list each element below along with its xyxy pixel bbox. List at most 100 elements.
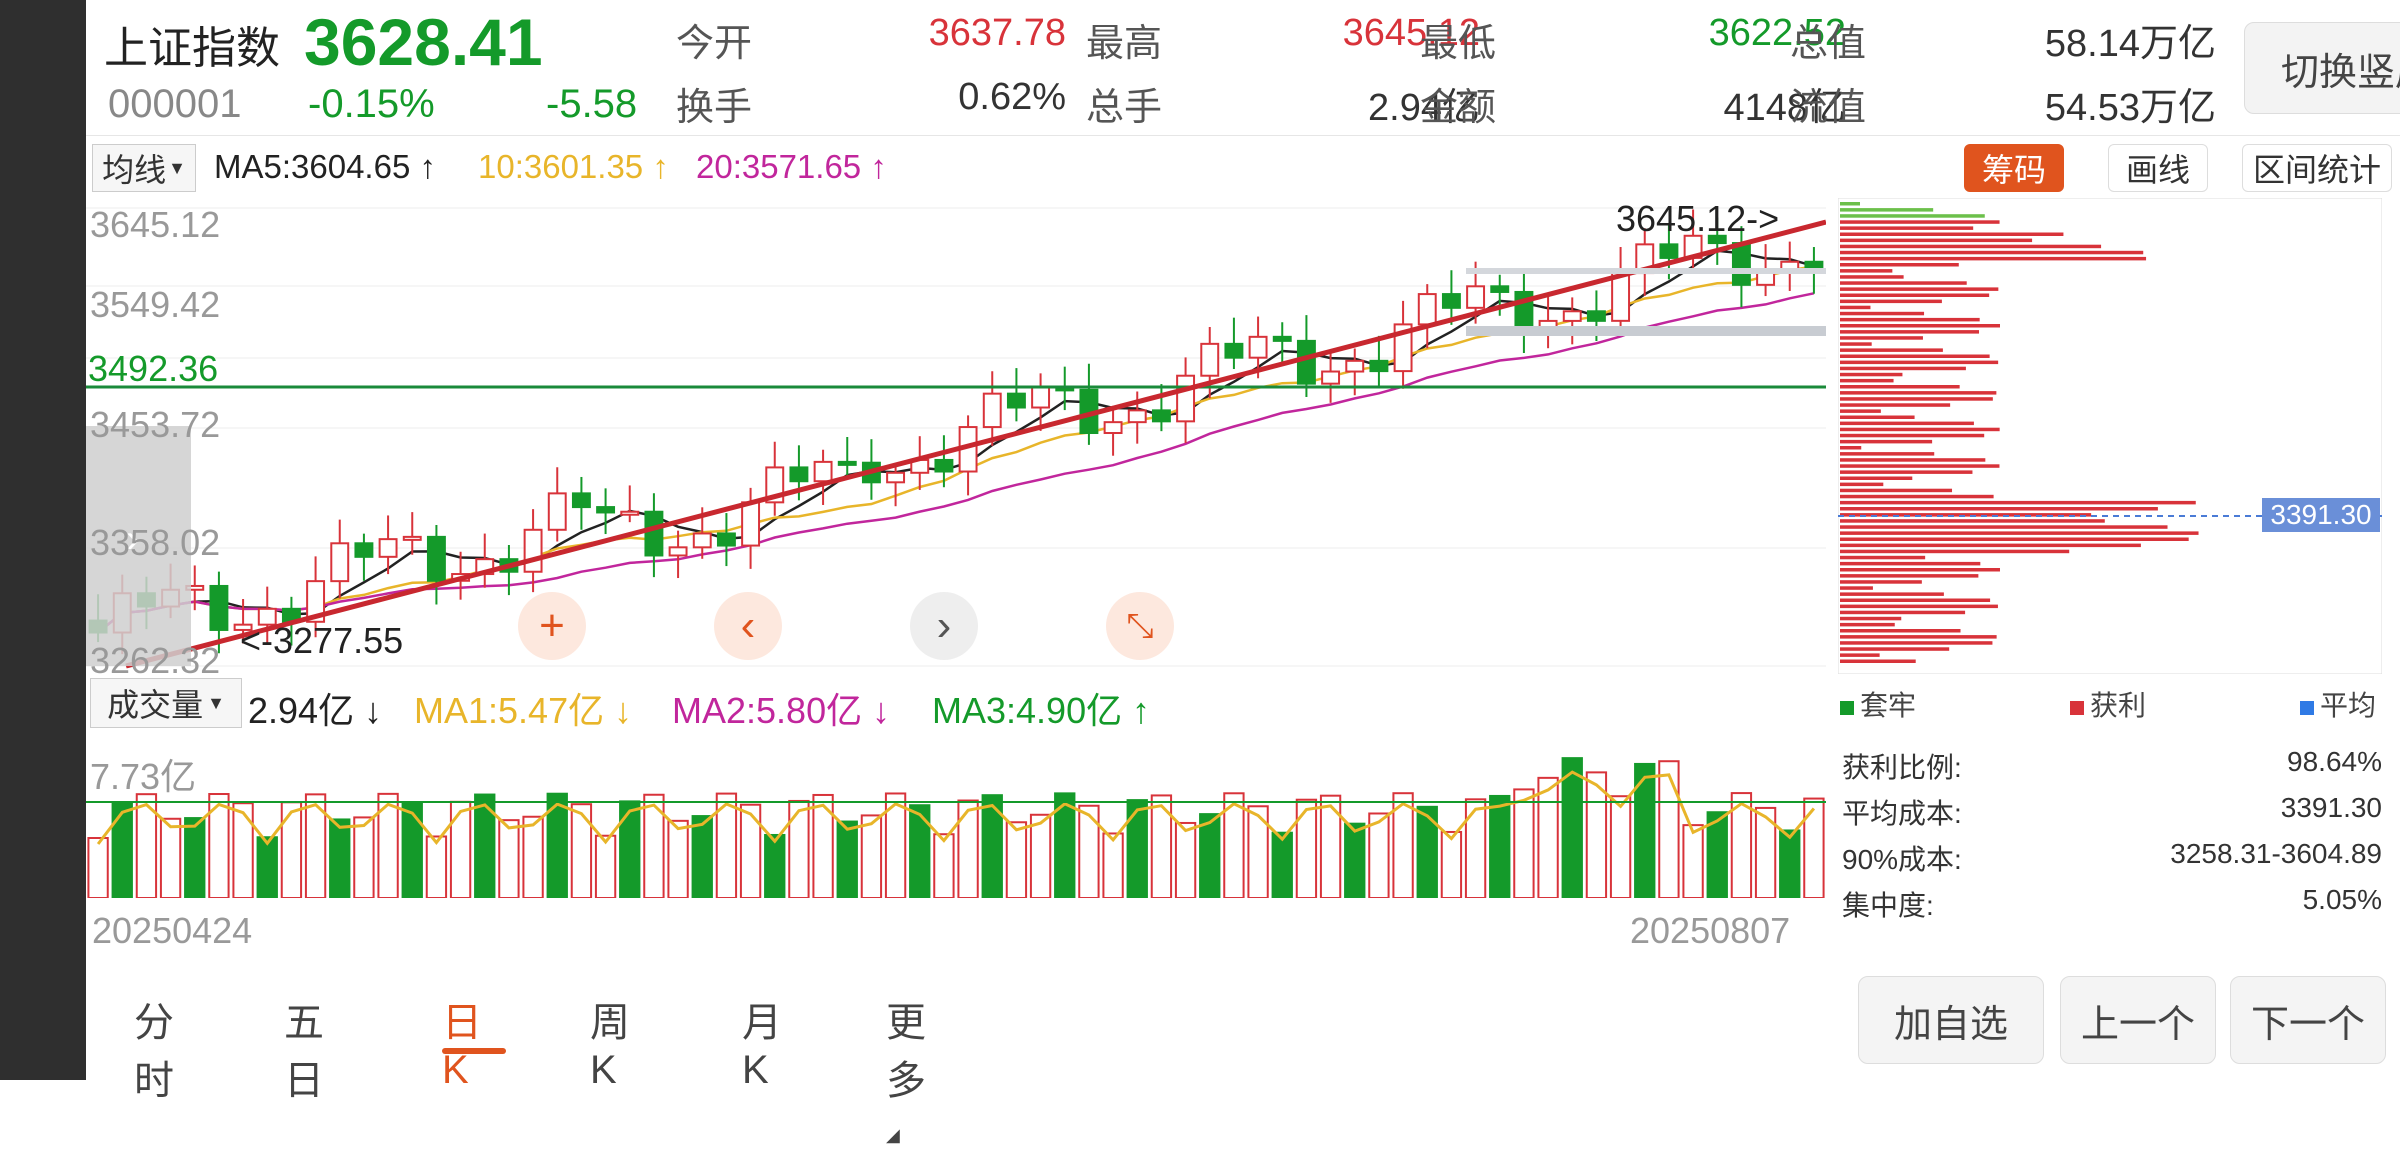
volume-bar (87, 837, 109, 898)
stat-label: 金额 (1420, 87, 1497, 129)
tab-weekly[interactable]: 周K (590, 1001, 630, 1092)
end-date: 20250807 (1630, 910, 1791, 951)
chip-bar (1840, 208, 1934, 212)
volume-bar (1440, 830, 1463, 898)
volume-bar (498, 819, 520, 898)
chip-bar (1840, 507, 2158, 511)
volume-bar (1803, 797, 1825, 898)
tab-daily[interactable]: 日K (442, 1001, 482, 1092)
range-stats-button[interactable]: 区间统计 (2242, 144, 2392, 192)
kline-chart[interactable]: › (86, 196, 1826, 676)
up-arrow-icon: ↑ (652, 148, 669, 185)
price-band (1466, 268, 1826, 274)
stat-label: 最高 (1086, 23, 1163, 65)
previous-button[interactable]: 上一个 (2060, 976, 2216, 1064)
draw-line-button[interactable]: 画线 (2108, 144, 2208, 192)
switch-portrait-button[interactable]: 切换竖屏 (2244, 22, 2400, 114)
legend-profit: 获利 (2070, 684, 2146, 724)
next-button[interactable]: 下一个 (2230, 976, 2386, 1064)
volume-bar (667, 819, 689, 898)
zoom-in-icon[interactable]: + (518, 592, 586, 660)
candle-body (354, 542, 374, 558)
candle-body (692, 532, 712, 549)
volume-bar (449, 800, 472, 898)
candle-body (1345, 359, 1365, 373)
tab-more[interactable]: 更多◢ (886, 1001, 926, 1145)
volume-bar (1295, 798, 1318, 898)
vol-ma3: MA3:4.90亿 ↑ (932, 690, 1151, 731)
index-change: -5.58 (546, 82, 638, 126)
candle-body (1707, 234, 1727, 245)
chip-bar (1840, 574, 1979, 578)
chip-bar (1840, 330, 1980, 334)
chip-bar (1840, 519, 2105, 523)
chip-bar (1840, 604, 1998, 609)
scroll-handle[interactable] (86, 426, 191, 666)
candle-body (1272, 335, 1292, 342)
chip-bar (1840, 250, 2144, 255)
candle-body (982, 392, 1002, 429)
volume-bar (1634, 762, 1656, 898)
chip-bar (1840, 256, 2147, 261)
chip-bar (1840, 586, 1873, 590)
volume-bar (1706, 811, 1728, 898)
volume-bar (1126, 799, 1148, 898)
volume-bar (1779, 829, 1801, 898)
dropdown-arrow-icon: ▼ (207, 692, 225, 713)
add-watchlist-button[interactable]: 加自选 (1858, 976, 2044, 1064)
stat-value: 0.62% (958, 76, 1066, 118)
chevron-left-icon[interactable]: ‹ (714, 592, 782, 660)
candle-body (1490, 285, 1510, 293)
volume-bar (1271, 831, 1293, 898)
chip-bar (1840, 543, 2141, 548)
collapse-icon[interactable]: ⤡ (1106, 592, 1174, 660)
candle-body (547, 492, 567, 531)
volume-bar (1223, 792, 1245, 898)
chip-bar (1840, 464, 2000, 468)
volume-bar (232, 802, 254, 898)
candle-body (789, 466, 809, 483)
tab-monthly[interactable]: 月K (742, 1001, 782, 1092)
up-arrow-icon: ↑ (1132, 690, 1151, 731)
candle-body (209, 584, 229, 631)
volume-bar (860, 814, 883, 898)
volume-type-dropdown[interactable]: 成交量 ▼ (90, 678, 242, 728)
volume-bar (1174, 821, 1197, 898)
candle-body (1224, 342, 1244, 359)
quote-header: 上证指数 3628.41 000001 -0.15% -5.58 今开 3637… (86, 0, 2400, 136)
volume-bar (522, 815, 544, 898)
tab-five-day[interactable]: 五日 (284, 1001, 324, 1103)
chip-bar (1840, 214, 1985, 218)
ma5-value: MA5:3604.65 ↑ (214, 148, 436, 185)
volume-bar (1561, 757, 1583, 898)
chip-bar (1840, 263, 1959, 267)
candle-body (1321, 370, 1341, 385)
chip-bar (1840, 439, 1933, 444)
chevron-right-icon[interactable]: › (910, 592, 978, 660)
chip-button[interactable]: 筹码 (1964, 144, 2064, 192)
candle-body (523, 528, 543, 573)
volume-bar (1754, 806, 1777, 898)
y-tick: 3358.02 (90, 522, 221, 563)
volume-bar (764, 833, 786, 898)
low-annotation: <-3277.55 (240, 620, 404, 661)
y-tick: 3262.32 (90, 640, 221, 681)
active-tab-indicator (442, 1048, 506, 1054)
volume-bar (957, 799, 979, 898)
support-price-label: 3492.36 (88, 348, 219, 389)
stat-value: 3645.12 (1342, 12, 1480, 54)
chip-bar (1840, 549, 2070, 554)
volume-bar (619, 800, 641, 898)
volume-bar (715, 792, 738, 898)
chip-bar (1840, 537, 2189, 541)
index-change-pct: -0.15% (308, 82, 435, 126)
volume-ma-line (96, 770, 1816, 846)
chip-bar (1840, 354, 1990, 358)
ma-type-dropdown[interactable]: 均线 ▼ (92, 144, 196, 192)
chip-bar (1840, 421, 1974, 426)
candle-body (1006, 392, 1026, 409)
volume-type-label: 成交量 (107, 687, 204, 723)
chip-bar (1840, 287, 1999, 291)
volume-bar (135, 793, 158, 898)
tab-intraday[interactable]: 分时 (134, 1001, 174, 1103)
